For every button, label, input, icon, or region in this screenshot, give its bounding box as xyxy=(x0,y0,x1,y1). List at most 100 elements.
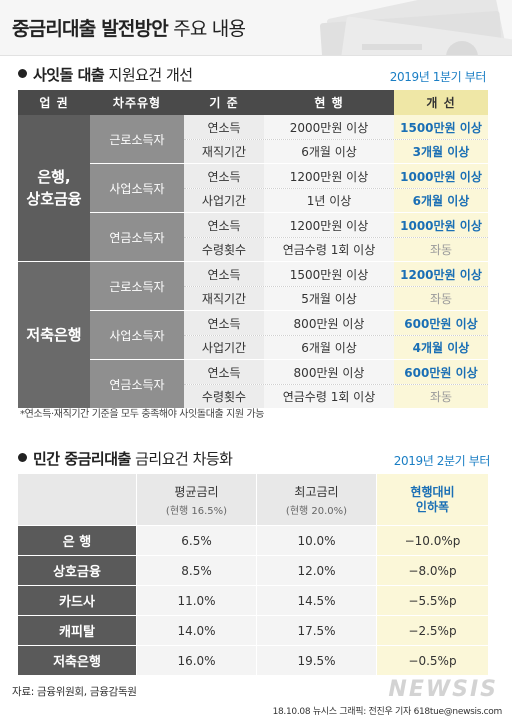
table1-body: 은행, 상호금융 근로소득자 연소득 2000만원 이상 1500만원 이상 재직기간 6개… xyxy=(18,115,488,409)
col-borrower-type: 차주유형 xyxy=(112,96,162,110)
avg-rate-cell: 8.5% xyxy=(136,556,256,585)
section2-title: 민간 중금리대출 금리요건 차등화 xyxy=(18,448,233,469)
table-row: 카드사 11.0% 14.5% −5.5%p xyxy=(18,585,488,615)
current-cell: 1200만원 이상 xyxy=(264,164,394,188)
criterion-cell: 사업기간 xyxy=(184,189,264,212)
header-banner: 중금리대출 발전방안 주요 내용 xyxy=(0,0,512,56)
borrower-type: 근로소득자 xyxy=(90,262,184,310)
current-cell: 2000만원 이상 xyxy=(264,115,394,139)
improved-cell: 4개월 이상 xyxy=(394,336,488,359)
sector-name: 저축은행 xyxy=(18,646,136,675)
table-row: 캐피탈 14.0% 17.5% −2.5%p xyxy=(18,615,488,645)
borrower-type: 사업소득자 xyxy=(90,164,184,212)
sector-name: 카드사 xyxy=(18,586,136,615)
banknotes-illustration xyxy=(319,0,512,55)
criterion-cell: 연소득 xyxy=(184,311,264,335)
table1-header: 업 권 차주유형 기 준 현 행 개 선 xyxy=(18,90,488,115)
borrower-group: 연금소득자 연소득 800만원 이상 600만원 이상 수령횟수 연금수령 1회 이상 좌동 xyxy=(90,360,488,409)
avg-rate-cell: 16.0% xyxy=(136,646,256,675)
improved-cell: 좌동 xyxy=(394,287,488,310)
table-row: 사업기간 6개월 이상 4개월 이상 xyxy=(184,335,488,359)
max-rate-cell: 12.0% xyxy=(256,556,376,585)
table-row: 저축은행 16.0% 19.5% −0.5%p xyxy=(18,645,488,675)
page-title-bold: 중금리대출 발전방안 xyxy=(12,18,169,40)
table-row: 연소득 1500만원 이상 1200만원 이상 xyxy=(184,262,488,286)
table2-body: 은 행 6.5% 10.0% −10.0%p 상호금융 8.5% 12.0% −8.0%p 카드… xyxy=(18,525,488,675)
improved-cell: 1000만원 이상 xyxy=(394,164,488,188)
section2-title-rest: 금리요건 차등화 xyxy=(135,450,233,468)
improved-cell: 좌동 xyxy=(394,238,488,261)
table-row: 연소득 800만원 이상 600만원 이상 xyxy=(184,311,488,335)
improved-cell: 600만원 이상 xyxy=(394,360,488,384)
criterion-cell: 연소득 xyxy=(184,164,264,188)
sector-name: 캐피탈 xyxy=(18,616,136,645)
avg-rate-cell: 14.0% xyxy=(136,616,256,645)
cut-cell: −10.0%p xyxy=(376,526,488,555)
col-sector: 업 권 xyxy=(39,96,69,110)
current-cell: 연금수령 1회 이상 xyxy=(264,385,394,408)
borrower-type: 근로소득자 xyxy=(90,115,184,163)
col-criterion: 기 준 xyxy=(209,96,239,110)
table-row: 상호금융 8.5% 12.0% −8.0%p xyxy=(18,555,488,585)
page-title-rest: 주요 내용 xyxy=(173,18,246,40)
source-text: 자료: 금융위원회, 금융감독원 xyxy=(12,686,137,698)
borrower-type: 연금소득자 xyxy=(90,360,184,408)
section2-title-bold: 민간 중금리대출 xyxy=(33,450,131,468)
section2-period: 2019년 2분기 부터 xyxy=(393,454,491,468)
table-row: 연소득 800만원 이상 600만원 이상 xyxy=(184,360,488,384)
table-row: 연소득 2000만원 이상 1500만원 이상 xyxy=(184,115,488,139)
table1-footnote: *연소득·재직기간 기준을 모두 충족해야 사잇돌대출 지원 가능 xyxy=(20,409,265,420)
sector-name: 은 행 xyxy=(18,526,136,555)
criterion-cell: 사업기간 xyxy=(184,336,264,359)
current-cell: 1200만원 이상 xyxy=(264,213,394,237)
avg-rate-cell: 11.0% xyxy=(136,586,256,615)
criterion-cell: 연소득 xyxy=(184,115,264,139)
improved-cell: 600만원 이상 xyxy=(394,311,488,335)
max-rate-cell: 19.5% xyxy=(256,646,376,675)
section1-period: 2019년 1분기 부터 xyxy=(389,70,487,84)
criterion-cell: 수령횟수 xyxy=(184,385,264,408)
page-title: 중금리대출 발전방안 주요 내용 xyxy=(12,14,246,41)
current-cell: 5개월 이상 xyxy=(264,287,394,310)
max-rate-cell: 10.0% xyxy=(256,526,376,555)
borrower-group: 근로소득자 연소득 1500만원 이상 1200만원 이상 재직기간 5개월 이상 좌동 xyxy=(90,262,488,311)
col-max-rate-sub: (현행 20.0%) xyxy=(285,505,348,517)
credit-text: 18.10.08 뉴시스 그래픽: 전진우 기자 618tue@newsis.c… xyxy=(272,707,503,717)
current-cell: 1년 이상 xyxy=(264,189,394,212)
borrower-group: 사업소득자 연소득 800만원 이상 600만원 이상 사업기간 6개월 이상 4개월 이상 xyxy=(90,311,488,360)
col-avg-rate-sub: (현행 16.5%) xyxy=(165,505,228,517)
borrower-group: 근로소득자 연소득 2000만원 이상 1500만원 이상 재직기간 6개월 이상 3개월 … xyxy=(90,115,488,164)
col-max-rate: 최고금리 (현행 20.0%) xyxy=(256,474,376,525)
table2-corner xyxy=(18,474,136,525)
current-cell: 800만원 이상 xyxy=(264,311,394,335)
borrower-group: 연금소득자 연소득 1200만원 이상 1000만원 이상 수령횟수 연금수령 1회 이상… xyxy=(90,213,488,262)
table-row: 재직기간 6개월 이상 3개월 이상 xyxy=(184,139,488,163)
improved-cell: 1000만원 이상 xyxy=(394,213,488,237)
max-rate-cell: 14.5% xyxy=(256,586,376,615)
table-row: 사업기간 1년 이상 6개월 이상 xyxy=(184,188,488,212)
criterion-cell: 연소득 xyxy=(184,262,264,286)
section1-title-rest: 지원요건 개선 xyxy=(108,66,194,84)
newsis-logo: NEWSIS xyxy=(388,677,498,702)
current-cell: 800만원 이상 xyxy=(264,360,394,384)
col-cut: 현행대비 인하폭 xyxy=(376,474,488,525)
table-row: 재직기간 5개월 이상 좌동 xyxy=(184,286,488,310)
criterion-cell: 재직기간 xyxy=(184,287,264,310)
cut-cell: −2.5%p xyxy=(376,616,488,645)
criterion-cell: 재직기간 xyxy=(184,140,264,163)
bullet-dot-icon xyxy=(18,69,27,78)
col-avg-rate: 평균금리 (현행 16.5%) xyxy=(136,474,256,525)
sajitdol-loan-table: 업 권 차주유형 기 준 현 행 개 선 은행, 상호금융 근로소득자 연소득 200… xyxy=(18,90,488,409)
avg-rate-cell: 6.5% xyxy=(136,526,256,555)
col-max-rate-label: 최고금리 xyxy=(294,484,339,499)
table-row: 수령횟수 연금수령 1회 이상 좌동 xyxy=(184,237,488,261)
sector-name: 저축은행 xyxy=(18,262,90,409)
max-rate-cell: 17.5% xyxy=(256,616,376,645)
improved-cell: 3개월 이상 xyxy=(394,140,488,163)
improved-cell: 1500만원 이상 xyxy=(394,115,488,139)
table-row: 연소득 1200만원 이상 1000만원 이상 xyxy=(184,164,488,188)
borrower-type: 사업소득자 xyxy=(90,311,184,359)
current-cell: 연금수령 1회 이상 xyxy=(264,238,394,261)
table-row: 연소득 1200만원 이상 1000만원 이상 xyxy=(184,213,488,237)
current-cell: 6개월 이상 xyxy=(264,140,394,163)
